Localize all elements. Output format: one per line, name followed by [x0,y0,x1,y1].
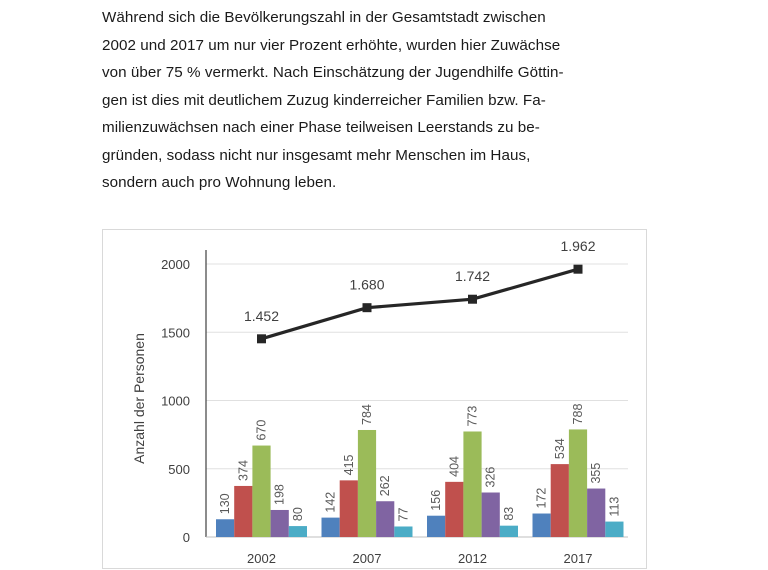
x-tick-label: 2007 [353,551,382,566]
bar-data-label: 262 [378,475,392,496]
bar-data-label: 172 [535,488,549,509]
bar-data-label: 374 [236,460,250,481]
bar [605,521,624,537]
bar-data-label: 773 [466,406,480,427]
x-tick-label: 2012 [458,551,487,566]
bar [427,515,446,537]
bar-data-label: 670 [255,420,269,441]
bar-data-label: 404 [447,456,461,477]
bar-data-label: 326 [484,467,498,488]
bar-data-label: 113 [607,497,621,517]
bar-data-label: 784 [360,404,374,425]
bar-data-label: 355 [589,463,603,484]
y-tick-label: 500 [168,462,190,477]
bar [532,513,551,537]
x-tick-label: 2017 [564,551,593,566]
bar [234,485,253,537]
y-tick-label: 1500 [161,325,190,340]
bar [481,492,500,537]
bar-data-label: 156 [429,490,443,511]
bar-data-label: 142 [324,492,338,513]
bar-data-label: 788 [571,404,585,425]
paragraph-line: gründen, sodass nicht nur insgesamt mehr… [102,146,531,164]
line-data-label: 1.680 [349,277,384,293]
bar [321,517,340,537]
paragraph-line: milienzuwächsen nach einer Phase teilwei… [102,119,540,136]
paragraph-line: von über 75 % vermerkt. Nach Einschätzun… [102,64,564,81]
line-data-label: 1.962 [560,238,595,254]
bar [499,525,518,537]
body-paragraph: Während sich die Bevölkerungszahl in der… [102,4,650,197]
bar [550,464,569,537]
bar [357,429,377,537]
bar [252,445,271,537]
paragraph-line: Während sich die Bevölkerungszahl in der… [102,9,546,26]
total-line [261,267,579,341]
line-data-label: 1.452 [244,308,279,324]
bar-data-label: 83 [502,507,516,521]
bar-data-label: 415 [342,454,356,475]
line-data-label: 1.742 [455,268,490,284]
bar [339,480,358,537]
bar [394,526,413,537]
paragraph-line: gen ist dies mit deutlichem Zuzug kinder… [102,91,546,109]
y-tick-label: 0 [183,530,190,545]
paragraph-line: sondern auch pro Wohnung leben. [102,174,337,191]
bar [587,488,606,537]
bar-data-label: 77 [396,508,410,522]
line-marker [362,303,372,313]
bar [288,526,307,537]
line-marker [468,294,477,304]
bar [445,481,464,537]
line-marker [257,334,266,344]
x-tick-label: 2002 [247,551,276,566]
bar [568,429,588,537]
bar-data-label: 198 [273,484,287,505]
bar-data-label: 534 [553,438,567,459]
bar [270,509,289,537]
y-axis-title: Anzahl der Personen [131,333,147,464]
y-tick-label: 1000 [161,394,190,409]
population-chart: 0 500 1000 1500 2000 Anzahl der Personen 130 37… [131,238,628,566]
bar [216,519,235,537]
y-tick-label: 2000 [161,257,190,272]
chart-frame: 0 500 1000 1500 2000 Anzahl der Personen 130 37… [102,229,647,569]
paragraph-line: 2002 und 2017 um nur vier Prozent erhöht… [102,36,561,54]
bar-data-label: 130 [218,493,232,514]
line-marker [573,264,583,274]
bar [376,501,395,537]
bar [463,431,482,537]
bar-data-label: 80 [291,507,305,521]
